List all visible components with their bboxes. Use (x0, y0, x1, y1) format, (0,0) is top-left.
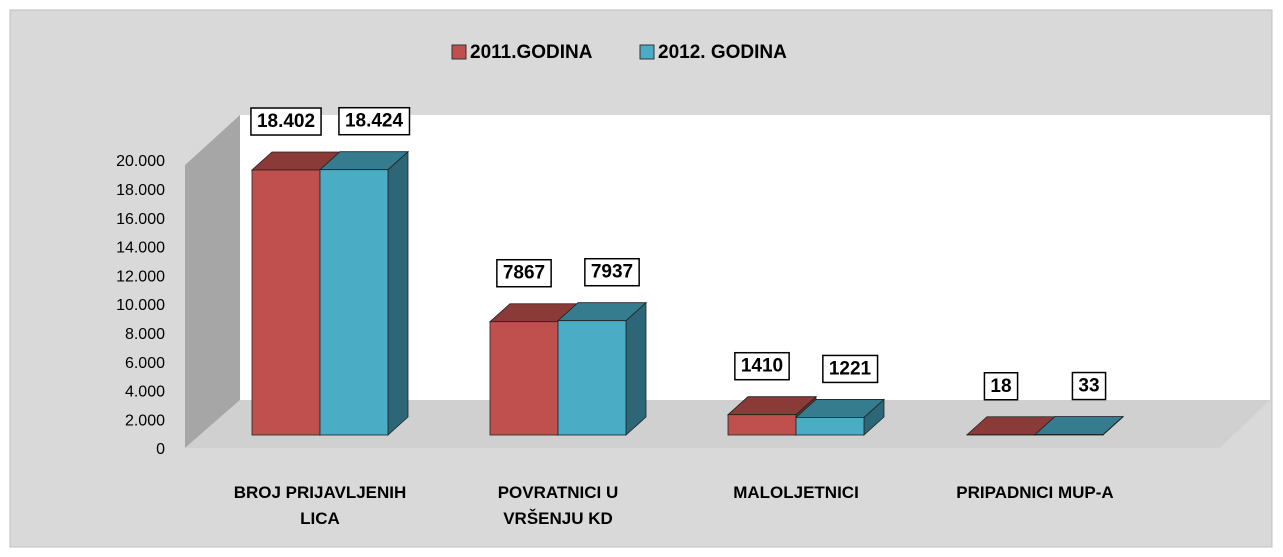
x-tick-label: BROJ PRIJAVLJENIH LICA (233, 483, 407, 528)
data-label: 33 (1078, 376, 1099, 397)
x-tick-label: MALOLJETNICI (733, 483, 859, 502)
side-wall (185, 115, 240, 448)
data-label: 1410 (741, 356, 783, 377)
bar-side (387, 150, 409, 436)
y-tick-label: 10.000 (116, 297, 165, 314)
y-tick-label: 20.000 (116, 153, 165, 170)
y-tick-label: 14.000 (116, 240, 165, 257)
y-tick-label: 2.000 (125, 412, 165, 429)
y-tick-label: 16.000 (116, 211, 165, 228)
floor (185, 400, 1270, 448)
bar (489, 321, 559, 436)
bar (795, 417, 865, 436)
data-label-box (734, 351, 790, 381)
legend-swatch (451, 44, 467, 60)
y-tick-label: 12.000 (116, 268, 165, 285)
data-label-box (338, 106, 411, 136)
data-label-box (250, 107, 322, 136)
bar (251, 169, 321, 436)
y-tick-label: 6.000 (125, 355, 165, 372)
data-label: 7937 (591, 262, 633, 283)
legend-label: 2011.GODINA (470, 42, 593, 63)
y-tick-label: 18.000 (116, 182, 165, 199)
y-tick-label: 0 (156, 441, 165, 458)
y-tick-label: 4.000 (125, 384, 165, 401)
legend-swatch (639, 44, 655, 60)
y-tick-label: 8.000 (125, 326, 165, 343)
data-label-box (584, 257, 640, 287)
data-label: 18 (990, 376, 1011, 397)
bar (319, 169, 389, 436)
data-label-box (1071, 371, 1107, 401)
data-label-box (983, 372, 1019, 401)
x-tick-label: PRIPADNICI MUP-A (956, 483, 1114, 502)
legend-label: 2012. GODINA (658, 42, 787, 63)
data-label: 1221 (829, 358, 872, 379)
data-label-box (496, 258, 552, 288)
data-label: 7867 (503, 263, 545, 284)
bar (727, 414, 797, 436)
data-label: 18.424 (345, 111, 404, 132)
data-label: 18.402 (257, 111, 315, 132)
bar-side (625, 301, 647, 436)
x-tick-label: POVRATNICI U VRŠENJU KD (497, 483, 619, 528)
bar (557, 320, 627, 436)
data-label-box (822, 354, 879, 384)
